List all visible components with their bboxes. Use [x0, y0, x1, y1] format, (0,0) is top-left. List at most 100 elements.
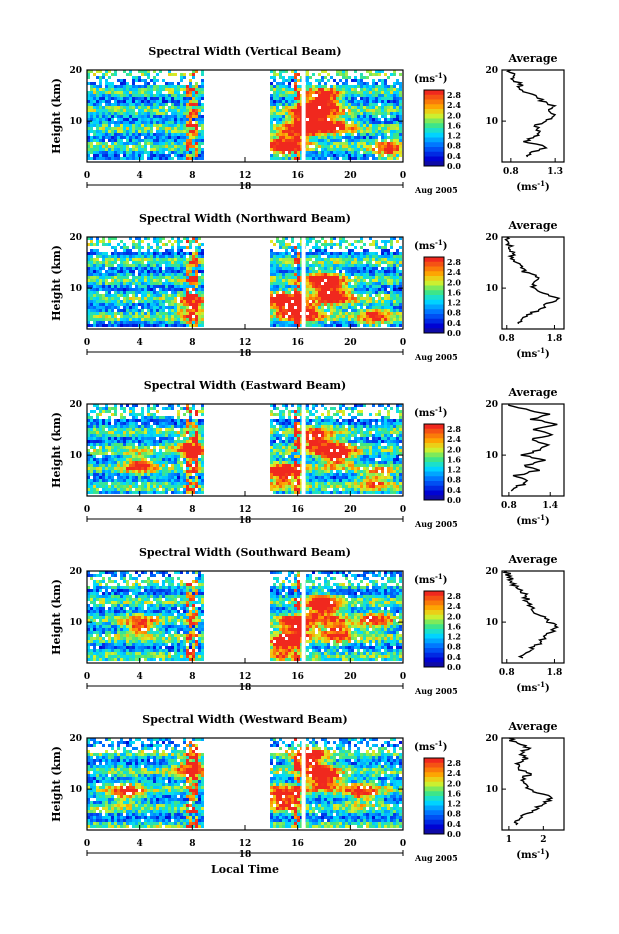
heatmap-cell [297, 294, 300, 297]
heatmap-cell [357, 419, 360, 422]
heatmap-cell [321, 324, 324, 327]
heatmap-cell [168, 261, 171, 264]
heatmap-cell [396, 282, 399, 285]
heatmap-cell [276, 264, 279, 267]
heatmap-cell [192, 97, 195, 100]
heatmap-cell [315, 294, 318, 297]
heatmap-cell [336, 94, 339, 97]
heatmap-cell [117, 276, 120, 279]
heatmap-cell [393, 306, 396, 309]
heatmap-cell [126, 121, 129, 124]
heatmap-cell [135, 88, 138, 91]
heatmap-cell [357, 118, 360, 121]
heatmap-cell [99, 270, 102, 273]
heatmap-cell [372, 124, 375, 127]
heatmap-cell [285, 279, 288, 282]
heatmap-cell [138, 112, 141, 115]
heatmap-cell [174, 106, 177, 109]
heatmap-cell [180, 148, 183, 151]
heatmap-cell [123, 294, 126, 297]
heatmap-cell [147, 82, 150, 85]
heatmap-cell [201, 276, 204, 279]
heatmap-cell [189, 124, 192, 127]
heatmap-cell [318, 118, 321, 121]
heatmap-cell [180, 139, 183, 142]
heatmap-cell [126, 261, 129, 264]
heatmap-cell [378, 121, 381, 124]
heatmap-cell [393, 288, 396, 291]
heatmap-cell [294, 279, 297, 282]
heatmap-cell [390, 85, 393, 88]
heatmap-cell [354, 258, 357, 261]
heatmap-cell [318, 309, 321, 312]
heatmap-cell [171, 142, 174, 145]
heatmap-cell [147, 124, 150, 127]
heatmap-cell [354, 94, 357, 97]
heatmap-cell [363, 264, 366, 267]
heatmap-cell [372, 270, 375, 273]
heatmap-cell [180, 258, 183, 261]
heatmap-cell [117, 258, 120, 261]
heatmap-cell [159, 267, 162, 270]
heatmap-cell [165, 282, 168, 285]
heatmap-cell [96, 154, 99, 157]
heatmap-cell [285, 106, 288, 109]
heatmap-cell [390, 291, 393, 294]
heatmap-cell [153, 309, 156, 312]
heatmap-cell [129, 419, 132, 422]
heatmap-cell [189, 270, 192, 273]
heatmap-cell [138, 151, 141, 154]
heatmap-cell [306, 321, 309, 324]
heatmap-cell [150, 97, 153, 100]
heatmap-cell [372, 118, 375, 121]
heatmap-cell [144, 416, 147, 419]
heatmap-cell [96, 309, 99, 312]
heatmap-cell [276, 103, 279, 106]
heatmap-cell [144, 273, 147, 276]
heatmap-cell [294, 91, 297, 94]
heatmap-cell [321, 85, 324, 88]
heatmap-cell [273, 264, 276, 267]
heatmap-cell [174, 306, 177, 309]
heatmap-cell [138, 139, 141, 142]
heatmap-cell [96, 279, 99, 282]
heatmap-cell [366, 300, 369, 303]
colorbar-tick-label: 2.8 [447, 257, 461, 267]
heatmap-cell [357, 270, 360, 273]
heatmap-cell [132, 121, 135, 124]
heatmap-cell [135, 252, 138, 255]
heatmap-cell [108, 258, 111, 261]
heatmap-cell [111, 94, 114, 97]
heatmap-cell [339, 139, 342, 142]
heatmap-cell [276, 151, 279, 154]
heatmap-cell [363, 276, 366, 279]
heatmap-cell [180, 318, 183, 321]
heatmap-cell [276, 270, 279, 273]
heatmap-cell [93, 109, 96, 112]
heatmap-cell [195, 315, 198, 318]
heatmap-cell [183, 118, 186, 121]
heatmap-cell [273, 127, 276, 130]
heatmap-cell [354, 261, 357, 264]
heatmap-cell [381, 425, 384, 428]
heatmap-cell [384, 243, 387, 246]
heatmap-cell [276, 306, 279, 309]
heatmap-cell [399, 133, 402, 136]
heatmap-cell [369, 136, 372, 139]
heatmap-cell [375, 97, 378, 100]
heatmap-cell [156, 240, 159, 243]
heatmap-cell [366, 118, 369, 121]
heatmap-cell [330, 324, 333, 327]
heatmap-cell [369, 91, 372, 94]
heatmap-cell [168, 115, 171, 118]
heatmap-cell [336, 115, 339, 118]
heatmap-cell [165, 118, 168, 121]
heatmap-cell [354, 124, 357, 127]
heatmap-cell [369, 118, 372, 121]
heatmap-cell [105, 303, 108, 306]
heatmap-cell [162, 291, 165, 294]
heatmap-cell [273, 151, 276, 154]
heatmap-cell [201, 124, 204, 127]
colorbar-segment [424, 100, 444, 105]
heatmap-cell [156, 246, 159, 249]
